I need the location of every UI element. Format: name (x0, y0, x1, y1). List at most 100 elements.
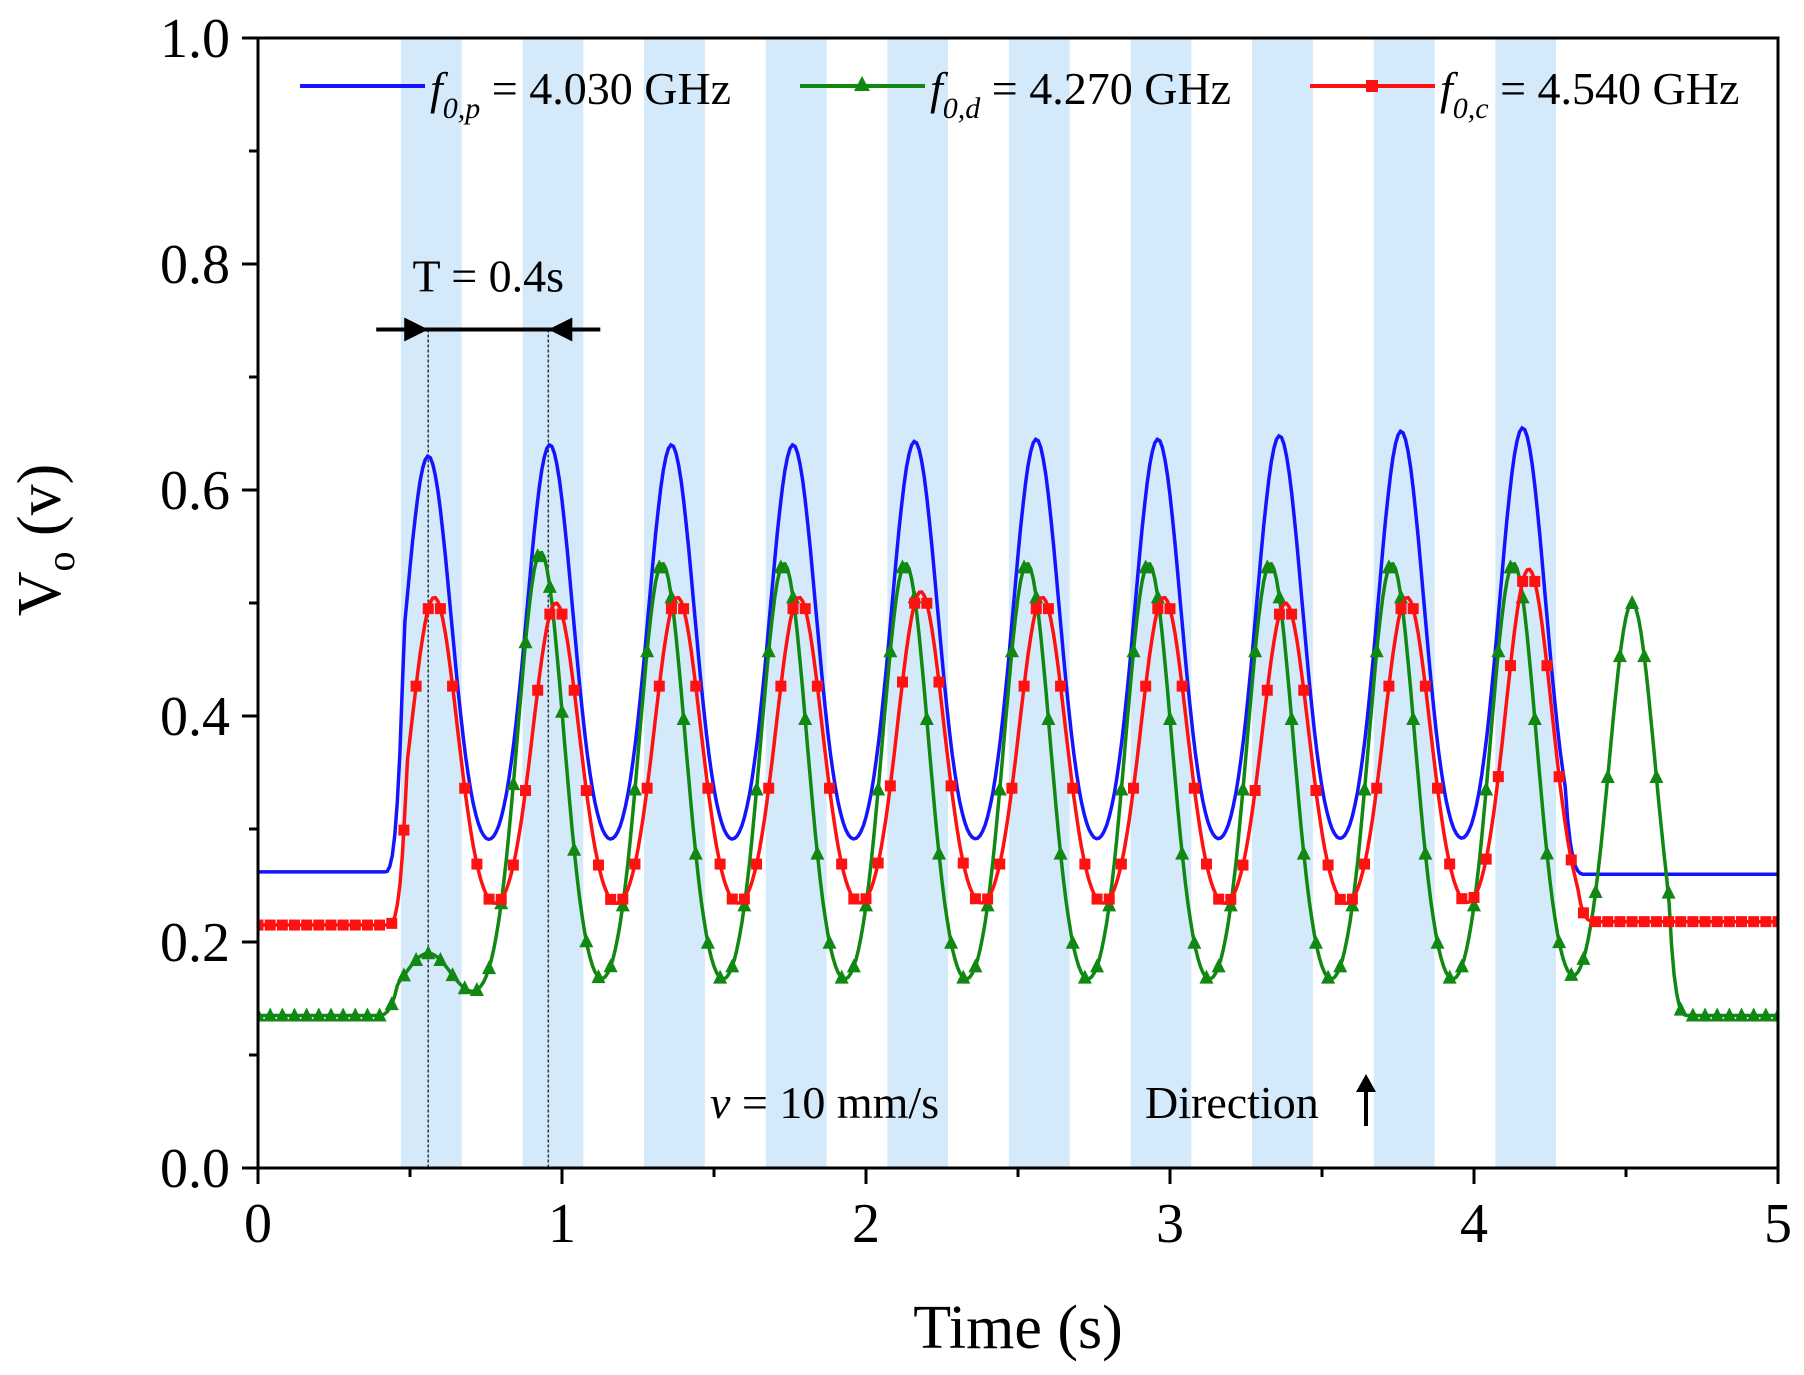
square-marker (751, 858, 763, 870)
legend-triangle-marker (854, 76, 870, 91)
x-tick-label: 0 (244, 1193, 272, 1255)
triangle-marker (1734, 1007, 1749, 1022)
square-marker (1200, 858, 1212, 870)
x-axis-label: Time (s) (913, 1294, 1123, 1362)
triangle-marker (1199, 969, 1214, 984)
square-marker (641, 782, 653, 794)
y-tick-label: 0.0 (160, 1138, 230, 1200)
square-marker (483, 893, 495, 905)
square-marker (884, 780, 896, 792)
y-tick-label: 0.6 (160, 460, 230, 522)
square-marker (1273, 608, 1285, 620)
direction-label: Direction (1145, 1077, 1319, 1128)
triangle-marker (469, 981, 484, 996)
triangle-marker (1746, 1007, 1761, 1022)
square-marker (726, 893, 738, 905)
square-marker (1748, 916, 1760, 928)
square-marker (1723, 916, 1735, 928)
square-marker (1298, 684, 1310, 696)
series-layer (258, 425, 1778, 1022)
triangle-marker (1418, 845, 1433, 860)
square-marker (1261, 684, 1273, 696)
direction-arrow-icon (1356, 1074, 1376, 1126)
square-marker (994, 858, 1006, 870)
square-marker (969, 893, 981, 905)
triangle-marker (1321, 969, 1336, 984)
triangle-marker (1564, 966, 1579, 981)
series-line (258, 425, 1778, 876)
triangle-marker (1491, 643, 1506, 658)
square-marker (471, 858, 483, 870)
triangle-marker (258, 1007, 265, 1022)
triangle-marker (1588, 883, 1603, 898)
square-marker (301, 919, 313, 931)
square-marker (982, 893, 994, 905)
triangle-marker (1698, 1007, 1713, 1022)
square-marker (568, 684, 580, 696)
square-marker (787, 603, 799, 615)
square-marker (921, 597, 933, 609)
triangle-marker (1710, 1007, 1725, 1022)
square-marker (544, 608, 556, 620)
y-tick-label: 1.0 (160, 8, 230, 70)
triangle-marker (968, 958, 983, 973)
square-marker (1067, 782, 1079, 794)
triangle-marker (1576, 950, 1591, 965)
square-marker (1079, 858, 1091, 870)
triangle-marker (1126, 643, 1141, 658)
square-marker (605, 893, 617, 905)
square-marker (1650, 916, 1662, 928)
triangle-marker (1017, 559, 1032, 574)
square-marker (1468, 891, 1480, 903)
triangle-marker (445, 967, 460, 982)
triangle-marker (555, 703, 569, 718)
triangle-marker (1284, 711, 1299, 726)
triangle-marker (798, 711, 813, 726)
square-marker (738, 893, 750, 905)
triangle-marker (725, 958, 740, 973)
triangle-marker (1612, 648, 1627, 663)
square-marker (325, 919, 337, 931)
square-marker (1638, 916, 1650, 928)
square-marker (1529, 575, 1541, 587)
triangle-marker (1004, 643, 1019, 658)
square-marker (1152, 603, 1164, 615)
square-marker (848, 893, 860, 905)
square-marker (1359, 858, 1371, 870)
triangle-marker (591, 969, 606, 984)
square-marker (1626, 916, 1638, 928)
triangle-marker (1600, 768, 1615, 783)
y-axis-ticks: 0.0 0.2 0.4 0.6 0.8 1.0 (160, 8, 258, 1200)
triangle-marker (822, 934, 837, 949)
triangle-marker (421, 945, 436, 960)
y-tick-label: 0.4 (160, 686, 230, 748)
x-tick-label: 1 (548, 1193, 576, 1255)
triangle-marker (627, 781, 642, 796)
square-marker (1164, 603, 1176, 615)
triangle-marker (1625, 594, 1640, 609)
square-marker (1371, 782, 1383, 794)
legend-f0p-value: = 4.030 GHz (480, 63, 731, 114)
square-marker (1492, 771, 1504, 783)
square-marker (799, 603, 811, 615)
y-axis-label-unit: (v) (6, 464, 74, 552)
triangle-marker (1479, 781, 1494, 796)
square-marker (1140, 680, 1152, 692)
series-line (258, 567, 1778, 927)
triangle-marker (1661, 884, 1676, 899)
svg-text:f0,d = 4.270 GHz: f0,d = 4.270 GHz (930, 63, 1231, 125)
square-marker (532, 684, 544, 696)
square-marker (1553, 771, 1565, 783)
legend-f0d-sub: 0,d (943, 92, 982, 125)
square-marker (1444, 858, 1456, 870)
triangle-marker (542, 578, 557, 593)
square-marker (933, 676, 945, 688)
series-line (258, 550, 1778, 1018)
triangle-marker (1454, 958, 1469, 973)
triangle-marker (944, 934, 959, 949)
triangle-marker (1187, 934, 1202, 949)
triangle-marker (1685, 1007, 1700, 1022)
square-marker (556, 608, 568, 620)
triangle-marker (482, 960, 497, 975)
triangle-marker (895, 559, 910, 574)
